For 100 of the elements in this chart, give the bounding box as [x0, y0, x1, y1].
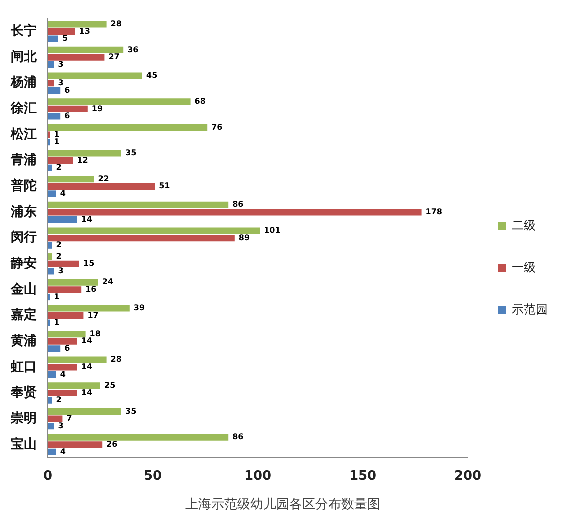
- bar: [48, 382, 100, 390]
- bar: [48, 416, 63, 422]
- bar: [48, 448, 56, 456]
- data-label: 3: [58, 421, 64, 430]
- y-tick-label: 普陀: [10, 178, 37, 194]
- x-tick-label: 150: [349, 468, 377, 484]
- data-label: 22: [98, 174, 110, 184]
- data-label: 16: [86, 285, 98, 294]
- bar: [48, 260, 80, 268]
- legend-label: 一级: [512, 260, 536, 275]
- data-label: 3: [58, 266, 64, 276]
- bar: [48, 268, 54, 275]
- bar: [48, 228, 260, 234]
- data-label: 86: [232, 200, 244, 210]
- data-label: 24: [102, 278, 114, 287]
- bar: [48, 28, 76, 36]
- bar: [48, 54, 105, 61]
- data-label: 6: [64, 112, 71, 121]
- y-tick-label: 杨浦: [10, 76, 37, 91]
- bar: [48, 397, 52, 404]
- bar: [48, 371, 56, 378]
- data-label: 17: [88, 310, 99, 320]
- legend-label: 二级: [512, 218, 536, 233]
- y-tick-label: 徐汇: [10, 102, 37, 117]
- data-label: 89: [238, 233, 250, 242]
- data-label: 27: [108, 52, 120, 62]
- bar: [48, 408, 122, 416]
- data-label: 14: [81, 388, 93, 398]
- bar: [48, 46, 124, 54]
- data-label: 2: [56, 163, 62, 172]
- data-label: 178: [426, 208, 443, 217]
- y-tick-label: 宝山: [11, 436, 37, 452]
- legend-label: 示范园: [512, 302, 548, 317]
- data-label: 4: [60, 189, 66, 198]
- y-tick-label: 浦东: [10, 204, 37, 220]
- x-tick-label: 0: [43, 468, 53, 484]
- data-label: 19: [92, 104, 104, 114]
- data-label: 1: [54, 130, 60, 140]
- data-label: 1: [54, 292, 60, 302]
- data-label: 1: [54, 318, 60, 328]
- bar: [48, 346, 61, 352]
- data-label: 13: [79, 26, 90, 36]
- bar: [48, 106, 88, 112]
- bar: [48, 356, 107, 364]
- data-label: 35: [126, 406, 138, 416]
- y-tick-label: 静安: [10, 256, 37, 272]
- data-label: 1: [54, 137, 60, 146]
- x-tick-label: 100: [244, 468, 272, 484]
- bar: [48, 36, 58, 42]
- data-label: 3: [58, 78, 64, 88]
- data-label: 45: [146, 71, 158, 80]
- y-tick-label: 嘉定: [11, 307, 37, 324]
- data-label: 18: [90, 329, 102, 338]
- data-label: 51: [159, 182, 171, 191]
- x-tick-label: 50: [144, 468, 162, 484]
- y-tick-label: 金山: [10, 282, 37, 298]
- data-label: 2: [56, 240, 62, 250]
- bar: [48, 286, 82, 294]
- data-label: 6: [64, 86, 71, 95]
- data-label: 28: [110, 355, 122, 364]
- y-tick-label: 奉贤: [10, 386, 37, 401]
- data-label: 36: [128, 45, 140, 54]
- bar: [48, 150, 122, 157]
- data-label: 35: [126, 148, 138, 158]
- bar: [48, 434, 229, 441]
- bar: [48, 113, 61, 120]
- x-tick-label: 200: [454, 468, 482, 484]
- data-label: 76: [212, 122, 224, 132]
- y-tick-label: 松江: [10, 127, 37, 142]
- text: 上海示范级幼儿园各区分布数量图: [186, 498, 380, 513]
- data-label: 26: [106, 440, 118, 449]
- bar: [48, 158, 74, 164]
- bar: [48, 254, 52, 260]
- data-label: 68: [194, 96, 206, 106]
- data-label: 101: [264, 226, 282, 236]
- bar: [48, 72, 142, 80]
- bar: [48, 124, 208, 131]
- bar: [48, 21, 107, 28]
- bar: [48, 202, 229, 208]
- bar: [48, 442, 103, 448]
- data-label: 14: [81, 336, 93, 346]
- bar: [48, 164, 52, 172]
- bar: [48, 338, 78, 345]
- data-label: 25: [104, 381, 116, 390]
- data-label: 4: [60, 447, 66, 456]
- bar: [48, 62, 54, 68]
- bar: [48, 98, 191, 106]
- bar: [48, 80, 54, 87]
- bar: [48, 242, 52, 249]
- y-tick-label: 虹口: [10, 360, 37, 375]
- data-label: 3: [58, 60, 64, 69]
- bar: [48, 209, 422, 216]
- bar: [48, 235, 235, 242]
- data-label: 12: [77, 156, 88, 165]
- bar: [48, 390, 78, 397]
- data-label: 2: [56, 396, 62, 405]
- y-tick-label: 青浦: [10, 153, 37, 168]
- y-tick-label: 闵行: [11, 230, 37, 246]
- data-label: 14: [81, 362, 93, 372]
- data-label: 39: [134, 304, 146, 313]
